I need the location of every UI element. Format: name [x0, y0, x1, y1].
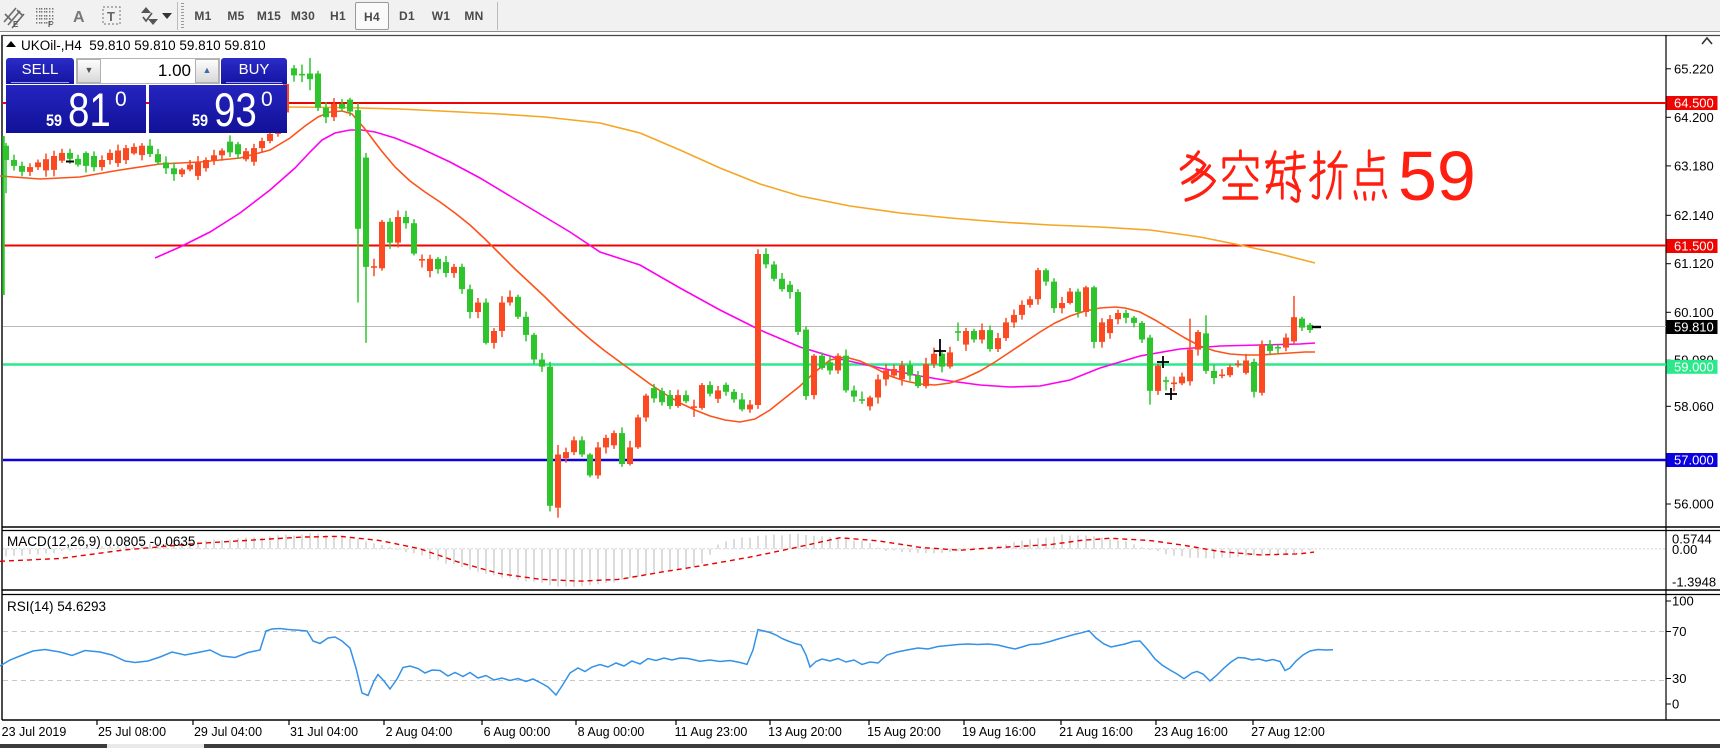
svg-text:23 Aug 16:00: 23 Aug 16:00: [1154, 725, 1228, 739]
svg-text:65.220: 65.220: [1674, 61, 1714, 76]
svg-text:A: A: [73, 9, 85, 26]
svg-text:23 Jul 2019: 23 Jul 2019: [2, 725, 67, 739]
svg-text:UKOil-,H4 59.810 59.810 59.81: UKOil-,H4 59.810 59.810 59.810 59.810: [21, 38, 266, 53]
svg-text:6 Aug 00:00: 6 Aug 00:00: [484, 725, 551, 739]
svg-text:56.000: 56.000: [1674, 497, 1714, 512]
svg-text:15 Aug 20:00: 15 Aug 20:00: [867, 725, 941, 739]
svg-text:2 Aug 04:00: 2 Aug 04:00: [386, 725, 453, 739]
svg-text:T: T: [107, 9, 115, 24]
svg-text:E: E: [13, 20, 19, 29]
svg-text:61.500: 61.500: [1674, 239, 1714, 254]
svg-text:21 Aug 16:00: 21 Aug 16:00: [1059, 725, 1133, 739]
svg-text:MACD(12,26,9) 0.0805 -0.0635: MACD(12,26,9) 0.0805 -0.0635: [7, 534, 195, 549]
svg-text:57.000: 57.000: [1674, 453, 1714, 468]
svg-text:100: 100: [1672, 594, 1694, 609]
svg-text:61.120: 61.120: [1674, 256, 1714, 271]
svg-text:63.180: 63.180: [1674, 158, 1714, 173]
svg-text:13 Aug 20:00: 13 Aug 20:00: [768, 725, 842, 739]
svg-text:64.200: 64.200: [1674, 110, 1714, 125]
svg-text:29 Jul 04:00: 29 Jul 04:00: [194, 725, 262, 739]
svg-text:RSI(14) 54.6293: RSI(14) 54.6293: [7, 599, 106, 614]
svg-text:19 Aug 16:00: 19 Aug 16:00: [962, 725, 1036, 739]
svg-text:0.5744: 0.5744: [1672, 532, 1712, 547]
svg-text:0: 0: [1672, 697, 1679, 712]
svg-text:62.140: 62.140: [1674, 208, 1714, 223]
svg-text:70: 70: [1672, 624, 1686, 639]
svg-text:59.000: 59.000: [1674, 359, 1714, 374]
svg-text:64.500: 64.500: [1674, 96, 1714, 111]
svg-text:0.00: 0.00: [1672, 542, 1697, 557]
svg-text:30: 30: [1672, 671, 1686, 686]
svg-text:25 Jul 08:00: 25 Jul 08:00: [98, 725, 166, 739]
svg-text:11 Aug 23:00: 11 Aug 23:00: [675, 725, 748, 739]
svg-text:-1.3948: -1.3948: [1672, 575, 1716, 590]
svg-text:58.060: 58.060: [1674, 399, 1714, 414]
svg-text:31 Jul 04:00: 31 Jul 04:00: [290, 725, 358, 739]
svg-text:8 Aug 00:00: 8 Aug 00:00: [578, 725, 645, 739]
svg-text:59.810: 59.810: [1674, 320, 1714, 335]
svg-text:59: 59: [1398, 137, 1476, 215]
svg-text:27 Aug 12:00: 27 Aug 12:00: [1251, 725, 1325, 739]
svg-text:F: F: [48, 20, 53, 29]
svg-text:60.100: 60.100: [1674, 305, 1714, 320]
